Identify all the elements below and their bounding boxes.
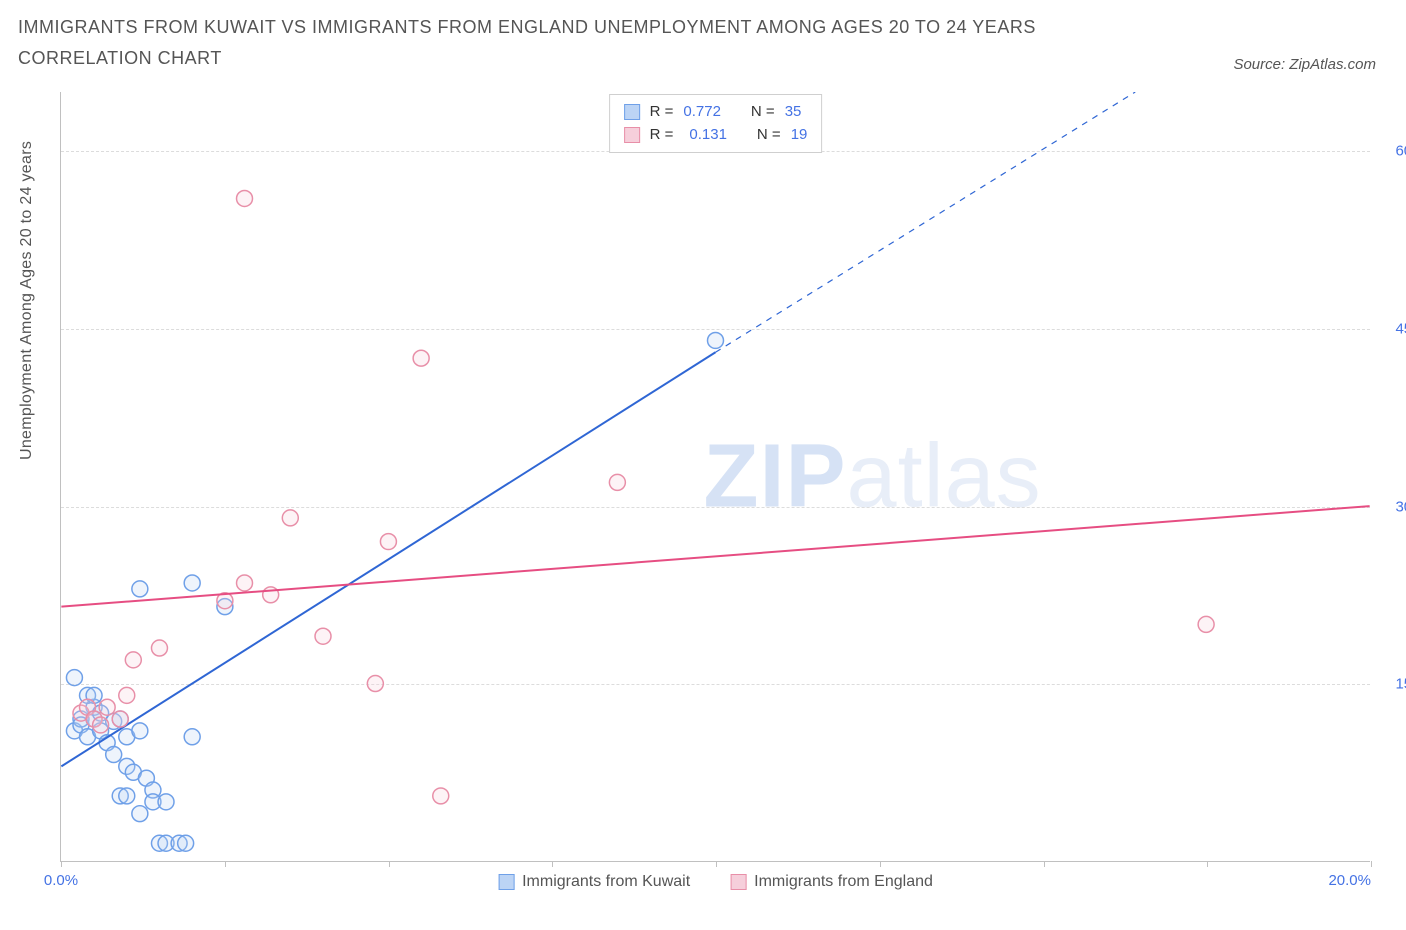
data-point xyxy=(119,788,135,804)
data-point xyxy=(151,640,167,656)
legend-row-england: R = 0.131 N = 19 xyxy=(624,124,808,147)
x-tick xyxy=(389,861,390,867)
trend-line xyxy=(61,352,715,766)
data-point xyxy=(237,575,253,591)
data-point xyxy=(66,670,82,686)
legend-item-england: Immigrants from England xyxy=(730,873,933,891)
x-tick xyxy=(716,861,717,867)
y-tick-label: 30.0% xyxy=(1395,498,1406,515)
legend-label-kuwait: Immigrants from Kuwait xyxy=(522,873,690,891)
legend-item-kuwait: Immigrants from Kuwait xyxy=(498,873,690,891)
x-tick xyxy=(1207,861,1208,867)
x-tick xyxy=(61,861,62,867)
data-point xyxy=(125,652,141,668)
y-tick-label: 15.0% xyxy=(1395,676,1406,693)
data-point xyxy=(132,723,148,739)
data-point xyxy=(708,332,724,348)
swatch-kuwait xyxy=(624,104,640,120)
data-point xyxy=(99,699,115,715)
data-point xyxy=(237,190,253,206)
legend-row-kuwait: R = 0.772 N = 35 xyxy=(624,101,808,124)
swatch-england-icon xyxy=(730,874,746,890)
data-point xyxy=(413,350,429,366)
data-point xyxy=(112,711,128,727)
x-tick xyxy=(880,861,881,867)
data-point xyxy=(367,676,383,692)
x-tick xyxy=(552,861,553,867)
data-point xyxy=(315,628,331,644)
data-point xyxy=(282,510,298,526)
correlation-legend: R = 0.772 N = 35 R = 0.131 N = 19 xyxy=(609,94,823,153)
y-tick-label: 45.0% xyxy=(1395,320,1406,337)
data-point xyxy=(132,581,148,597)
x-tick-label: 20.0% xyxy=(1328,872,1371,889)
data-point xyxy=(433,788,449,804)
data-point xyxy=(132,806,148,822)
data-point xyxy=(609,474,625,490)
y-tick-label: 60.0% xyxy=(1395,143,1406,160)
trend-line xyxy=(61,506,1369,607)
data-point xyxy=(93,717,109,733)
x-tick xyxy=(225,861,226,867)
data-point xyxy=(158,794,174,810)
swatch-england xyxy=(624,127,640,143)
data-point xyxy=(106,747,122,763)
x-tick xyxy=(1044,861,1045,867)
series-legend: Immigrants from Kuwait Immigrants from E… xyxy=(498,873,933,891)
swatch-kuwait-icon xyxy=(498,874,514,890)
source-attribution: Source: ZipAtlas.com xyxy=(1233,56,1376,73)
data-point xyxy=(178,835,194,851)
data-point xyxy=(184,575,200,591)
data-point xyxy=(119,687,135,703)
chart-title: IMMIGRANTS FROM KUWAIT VS IMMIGRANTS FRO… xyxy=(18,12,1138,73)
legend-label-england: Immigrants from England xyxy=(754,873,933,891)
plot-area: ZIPatlas R = 0.772 N = 35 R = 0.131 N = … xyxy=(60,92,1370,862)
data-point xyxy=(1198,616,1214,632)
data-point xyxy=(184,729,200,745)
data-point xyxy=(380,534,396,550)
x-tick-label: 0.0% xyxy=(44,872,78,889)
x-tick xyxy=(1371,861,1372,867)
chart-canvas xyxy=(61,92,1370,861)
y-axis-label: Unemployment Among Ages 20 to 24 years xyxy=(18,141,36,460)
